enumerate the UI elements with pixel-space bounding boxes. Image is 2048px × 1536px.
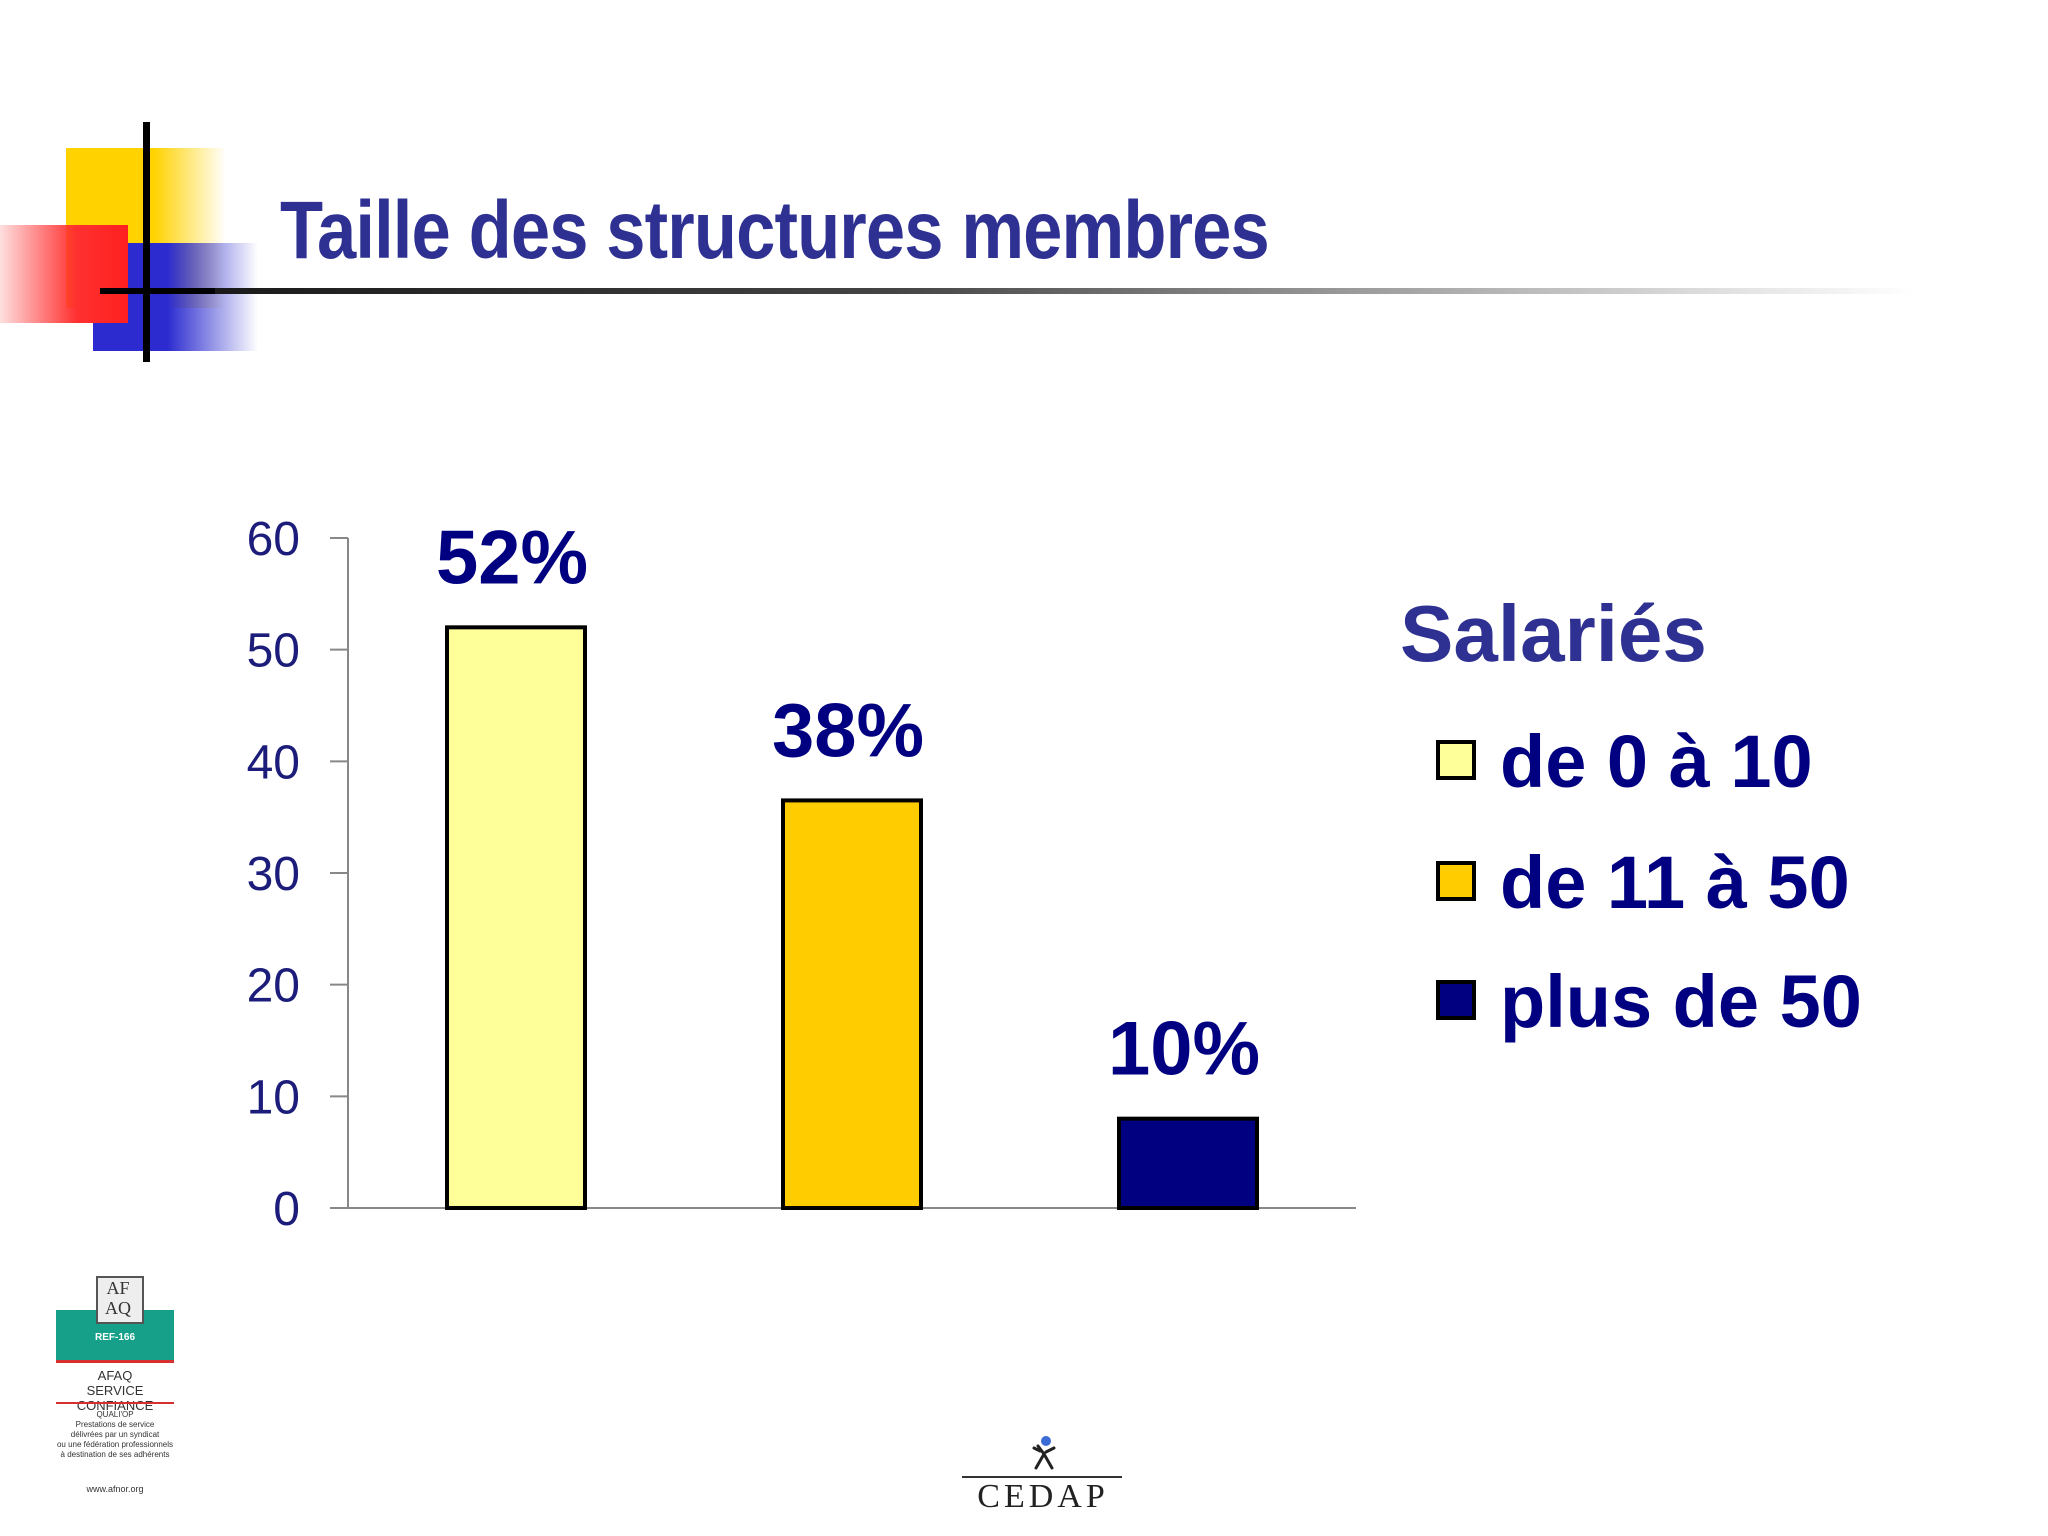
- running-figure-icon: [1032, 1436, 1056, 1470]
- page-title: Taille des structures membres: [280, 185, 1270, 276]
- bar-2: [781, 798, 923, 1211]
- bar-3: [1117, 1116, 1259, 1210]
- y-tick-label: 50: [247, 625, 300, 678]
- afaq-badge-icon: [96, 1276, 144, 1324]
- decor-red-square: [0, 225, 128, 323]
- y-axis: 0 10 20 30 40 50 60: [247, 513, 1356, 1236]
- cedap-rule: [962, 1476, 1122, 1478]
- afaq-letters: AF AQ: [105, 1278, 131, 1318]
- afaq-description: QUALI'OP Prestations de service délivrée…: [52, 1410, 178, 1460]
- legend-swatch-navy: [1436, 980, 1476, 1020]
- bar-data-label: 10%: [1108, 1007, 1260, 1092]
- y-tick-label: 20: [247, 960, 300, 1013]
- afaq-small-line: Prestations de service: [75, 1420, 155, 1429]
- afaq-small-line: délivrées par un syndicat: [70, 1430, 160, 1439]
- bar-data-label: 52%: [436, 515, 588, 600]
- legend-swatch-light-yellow: [1436, 740, 1476, 780]
- y-tick-label: 40: [247, 736, 300, 789]
- bar-data-labels: 52% 38% 10%: [436, 515, 1260, 1091]
- y-tick-label: 10: [247, 1071, 300, 1124]
- y-tick-label: 0: [273, 1183, 300, 1236]
- afaq-url: www.afnor.org: [86, 1484, 144, 1494]
- y-tick-label: 30: [247, 848, 300, 901]
- afaq-name-line1: AFAQ: [97, 1368, 133, 1383]
- cedap-wordmark: CEDAP: [977, 1478, 1109, 1515]
- decor-vertical-line: [143, 122, 150, 362]
- title-underline: [215, 288, 1915, 294]
- legend-swatch-yellow: [1436, 861, 1476, 901]
- afaq-red-rule-2: [56, 1402, 174, 1404]
- afaq-small-line: à destination de ses adhérents: [60, 1450, 170, 1459]
- legend-label: de 0 à 10: [1500, 720, 1813, 803]
- afaq-small-heading: QUALI'OP: [96, 1410, 134, 1419]
- afaq-ref: REF-166: [94, 1332, 135, 1343]
- bar-data-label: 38%: [772, 688, 924, 773]
- legend-label: plus de 50: [1500, 960, 1862, 1043]
- decor-horizontal-line: [100, 288, 220, 294]
- bar-1: [445, 625, 587, 1210]
- afaq-small-line: ou une fédération professionnels: [56, 1440, 174, 1449]
- bars: [445, 625, 1259, 1211]
- cedap-logo: CEDAP: [958, 1434, 1128, 1515]
- afaq-name-line2: SERVICE CONFIANCE: [76, 1383, 154, 1413]
- afaq-name: AFAQ SERVICE CONFIANCE: [56, 1368, 174, 1413]
- legend-title: Salariés: [1400, 589, 1707, 678]
- y-tick-label: 60: [247, 513, 300, 566]
- legend-label: de 11 à 50: [1500, 841, 1850, 924]
- afaq-red-rule: [56, 1360, 174, 1363]
